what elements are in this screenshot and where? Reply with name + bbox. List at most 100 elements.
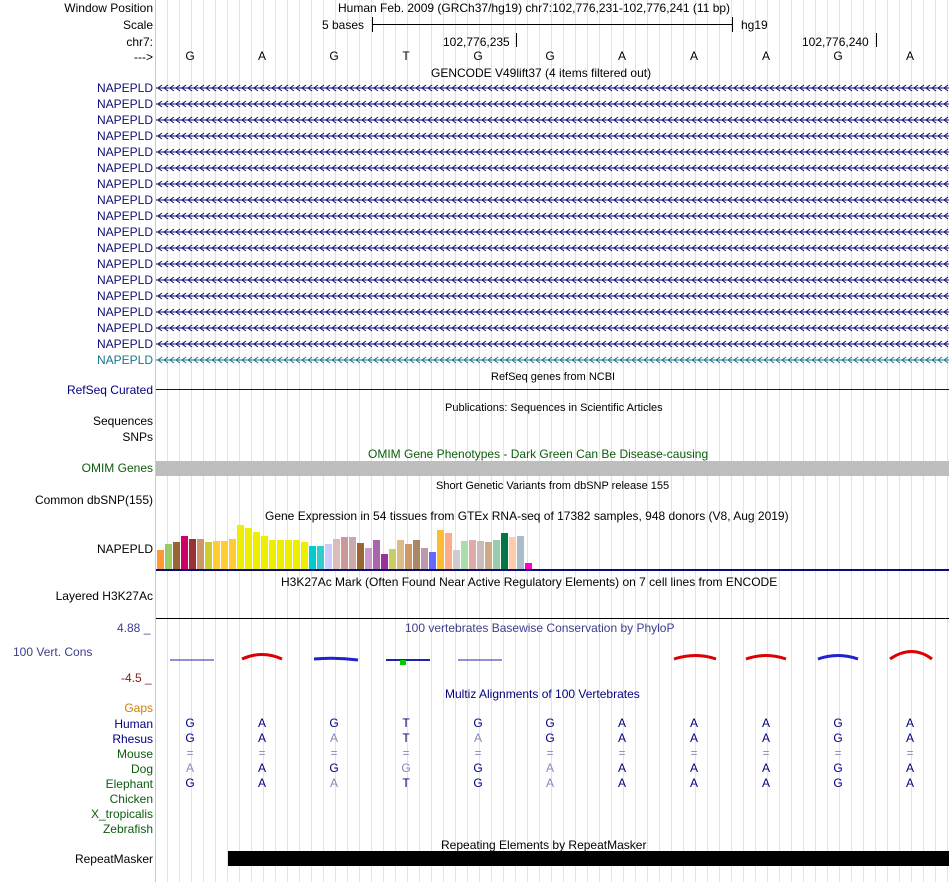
gencode-transcript[interactable] xyxy=(156,208,949,224)
gtex-bar[interactable] xyxy=(357,543,364,570)
gtex-bar[interactable] xyxy=(181,536,188,570)
gtex-bar[interactable] xyxy=(421,548,428,570)
gencode-gene-label[interactable]: NAPEPLD xyxy=(96,353,153,367)
gtex-bar[interactable] xyxy=(373,540,380,570)
gtex-bar[interactable] xyxy=(461,541,468,570)
multiz-gaps-label[interactable]: Gaps xyxy=(124,701,153,715)
gtex-bar[interactable] xyxy=(189,539,196,570)
gencode-transcript[interactable] xyxy=(156,224,949,240)
gtex-bar[interactable] xyxy=(381,554,388,570)
gtex-bar[interactable] xyxy=(413,540,420,570)
gencode-transcript[interactable] xyxy=(156,176,949,192)
gencode-gene-label[interactable]: NAPEPLD xyxy=(96,225,153,239)
gencode-transcript[interactable] xyxy=(156,80,949,96)
gtex-bar[interactable] xyxy=(525,563,532,570)
gtex-bar[interactable] xyxy=(213,541,220,570)
gtex-bar[interactable] xyxy=(309,546,316,570)
gtex-bar[interactable] xyxy=(269,540,276,570)
gencode-transcript[interactable] xyxy=(156,288,949,304)
gtex-label[interactable]: NAPEPLD xyxy=(96,542,153,556)
gencode-gene-label[interactable]: NAPEPLD xyxy=(96,193,153,207)
gtex-bar[interactable] xyxy=(301,542,308,570)
gencode-transcript[interactable] xyxy=(156,256,949,272)
gtex-bar[interactable] xyxy=(205,542,212,570)
gtex-bar[interactable] xyxy=(397,540,404,570)
gencode-transcript[interactable] xyxy=(156,272,949,288)
gencode-gene-label[interactable]: NAPEPLD xyxy=(96,289,153,303)
gtex-bar[interactable] xyxy=(349,537,356,570)
gencode-gene-label[interactable]: NAPEPLD xyxy=(96,273,153,287)
gencode-gene-label[interactable]: NAPEPLD xyxy=(96,177,153,191)
phylop-plot[interactable] xyxy=(156,640,950,670)
gencode-gene-label[interactable]: NAPEPLD xyxy=(96,209,153,223)
gencode-gene-label[interactable]: NAPEPLD xyxy=(96,145,153,159)
gtex-bar[interactable] xyxy=(221,541,228,570)
gtex-bar[interactable] xyxy=(237,525,244,570)
gencode-gene-label[interactable]: NAPEPLD xyxy=(96,241,153,255)
gencode-gene-label[interactable]: NAPEPLD xyxy=(96,321,153,335)
pubs-snps-label[interactable]: SNPs xyxy=(122,430,153,444)
gencode-transcript[interactable] xyxy=(156,160,949,176)
gtex-bar[interactable] xyxy=(429,552,436,570)
gtex-bar[interactable] xyxy=(509,537,516,570)
gtex-bar[interactable] xyxy=(157,550,164,570)
gtex-bar[interactable] xyxy=(469,540,476,570)
multiz-species-label[interactable]: Mouse xyxy=(116,747,153,761)
multiz-species-label[interactable]: Elephant xyxy=(105,777,153,791)
gtex-bar[interactable] xyxy=(261,536,268,570)
gencode-transcript[interactable] xyxy=(156,96,949,112)
dbsnp-label[interactable]: Common dbSNP(155) xyxy=(34,493,153,507)
repeatmasker-element[interactable] xyxy=(228,851,949,866)
omim-gene-bar[interactable] xyxy=(156,461,949,476)
gtex-bar[interactable] xyxy=(253,532,260,570)
multiz-species-label[interactable]: Rhesus xyxy=(112,732,153,746)
refseq-line[interactable] xyxy=(156,389,949,390)
gtex-bar[interactable] xyxy=(477,541,484,570)
gencode-gene-label[interactable]: NAPEPLD xyxy=(96,81,153,95)
gtex-bar[interactable] xyxy=(285,540,292,570)
gencode-transcript[interactable] xyxy=(156,336,949,352)
gtex-bar[interactable] xyxy=(365,548,372,570)
multiz-species-label[interactable]: Chicken xyxy=(109,792,153,806)
gtex-bar[interactable] xyxy=(501,533,508,570)
gtex-bar[interactable] xyxy=(277,540,284,570)
gencode-transcript[interactable] xyxy=(156,144,949,160)
gtex-gene-line[interactable] xyxy=(156,569,949,571)
gencode-transcript[interactable] xyxy=(156,192,949,208)
multiz-species-label[interactable]: Dog xyxy=(130,762,153,776)
gtex-bar[interactable] xyxy=(165,544,172,570)
multiz-species-label[interactable]: Zebrafish xyxy=(102,822,153,836)
gtex-bar[interactable] xyxy=(245,528,252,570)
gencode-transcript[interactable] xyxy=(156,304,949,320)
gtex-bar[interactable] xyxy=(197,539,204,570)
gtex-bar[interactable] xyxy=(173,542,180,570)
gencode-gene-label[interactable]: NAPEPLD xyxy=(96,305,153,319)
pubs-sequences-label[interactable]: Sequences xyxy=(92,414,153,428)
repeatmasker-label[interactable]: RepeatMasker xyxy=(74,852,153,866)
h3k27ac-label[interactable]: Layered H3K27Ac xyxy=(55,589,153,603)
gtex-bar[interactable] xyxy=(293,540,300,570)
gencode-transcript[interactable] xyxy=(156,352,949,368)
gencode-gene-label[interactable]: NAPEPLD xyxy=(96,337,153,351)
gencode-gene-label[interactable]: NAPEPLD xyxy=(96,161,153,175)
gencode-gene-label[interactable]: NAPEPLD xyxy=(96,113,153,127)
gencode-gene-label[interactable]: NAPEPLD xyxy=(96,257,153,271)
gencode-gene-label[interactable]: NAPEPLD xyxy=(96,97,153,111)
gencode-gene-label[interactable]: NAPEPLD xyxy=(96,129,153,143)
gtex-bar[interactable] xyxy=(485,542,492,570)
gtex-bar[interactable] xyxy=(229,539,236,570)
omim-label[interactable]: OMIM Genes xyxy=(81,461,153,475)
gencode-transcript[interactable] xyxy=(156,112,949,128)
phylop-label[interactable]: 100 Vert. Cons xyxy=(13,645,93,659)
gtex-bar[interactable] xyxy=(405,544,412,570)
gencode-transcript[interactable] xyxy=(156,128,949,144)
multiz-species-label[interactable]: X_tropicalis xyxy=(90,807,153,821)
gtex-bar[interactable] xyxy=(445,533,452,570)
gtex-bar[interactable] xyxy=(493,540,500,570)
gtex-bar[interactable] xyxy=(317,546,324,570)
gtex-bar[interactable] xyxy=(325,544,332,570)
refseq-label[interactable]: RefSeq Curated xyxy=(66,383,153,397)
gtex-bar[interactable] xyxy=(517,536,524,570)
gencode-transcript[interactable] xyxy=(156,320,949,336)
gtex-bar[interactable] xyxy=(453,550,460,570)
